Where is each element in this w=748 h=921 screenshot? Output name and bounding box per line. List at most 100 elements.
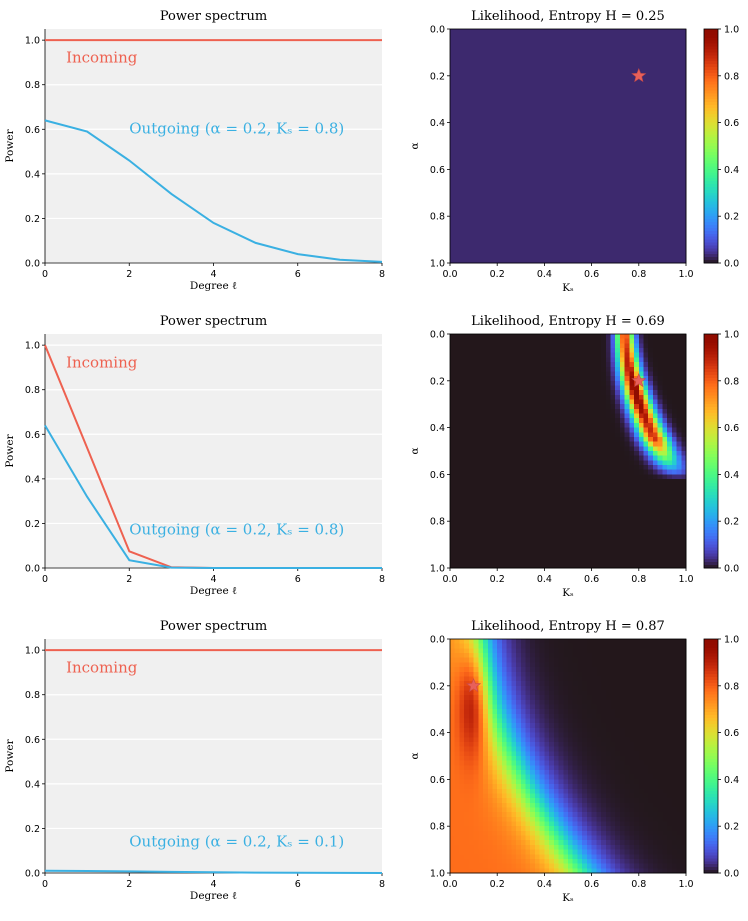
heatmap-cell: [629, 441, 635, 447]
heatmap-cell: [586, 348, 593, 354]
heatmap-cell: [497, 530, 503, 536]
heatmap-cell: [638, 230, 645, 236]
heatmap-cell: [553, 150, 560, 156]
heatmap-cell: [558, 539, 564, 546]
heatmap-cell: [483, 146, 489, 152]
heatmap-cell: [619, 71, 626, 77]
heatmap-cell: [619, 408, 626, 415]
heatmap-cell: [459, 436, 465, 443]
heatmap-cell: [643, 108, 649, 114]
heatmap-cell: [586, 366, 593, 373]
heatmap-cell: [643, 183, 649, 189]
heatmap-cell: [520, 66, 527, 72]
heatmap-cell: [506, 451, 512, 457]
heatmap-cell: [676, 43, 682, 49]
heatmap-cell: [553, 413, 560, 419]
heatmap-cell: [473, 390, 479, 396]
heatmap-cell: [487, 188, 494, 194]
heatmap-cell: [582, 89, 588, 96]
heatmap-cell: [615, 61, 621, 68]
colorbar-segment: [704, 181, 718, 185]
heatmap-cell: [520, 362, 527, 368]
heatmap-cell: [601, 71, 607, 77]
heatmap-cell: [501, 71, 508, 77]
heatmap-cell: [539, 441, 545, 447]
heatmap-cell: [676, 418, 682, 424]
heatmap-cell: [657, 183, 663, 189]
heatmap-cell: [525, 47, 531, 53]
heatmap-cell: [478, 52, 484, 58]
heatmap-cell: [525, 525, 531, 532]
heatmap-cell: [497, 465, 503, 471]
heatmap-cell: [487, 497, 494, 504]
heatmap-cell: [634, 248, 640, 255]
heatmap-cell: [483, 497, 489, 504]
heatmap-cell: [553, 47, 560, 53]
heatmap-cell: [657, 502, 663, 508]
heatmap-cell: [601, 539, 607, 546]
heatmap-cell: [676, 483, 682, 490]
heatmap-cell: [473, 146, 479, 152]
heatmap-cell: [459, 99, 465, 105]
heatmap-cell: [615, 164, 621, 170]
heatmap-cell: [511, 47, 517, 53]
heatmap-cell: [577, 390, 583, 396]
colorbar-segment: [704, 198, 718, 203]
heatmap-cell: [520, 413, 527, 419]
heatmap-cell: [605, 422, 612, 429]
heatmap-cell: [577, 516, 583, 522]
heatmap-cell: [676, 192, 682, 199]
heatmap-cell: [492, 352, 498, 358]
heatmap-cell: [605, 234, 612, 241]
heatmap-cell: [563, 99, 569, 105]
heatmap-cell: [681, 244, 687, 250]
heatmap-cell: [553, 380, 560, 387]
heatmap-cell: [530, 202, 536, 208]
heatmap-cell: [582, 127, 588, 133]
heatmap-cell: [643, 376, 649, 382]
heatmap-cell: [534, 371, 541, 377]
heatmap-cell: [586, 94, 593, 100]
heatmap-cell: [459, 94, 465, 100]
heatmap-cell: [610, 192, 616, 199]
heatmap-cell: [648, 33, 654, 39]
heatmap-cell: [591, 404, 597, 410]
heatmap-cell: [643, 150, 649, 156]
heatmap-cell: [511, 544, 517, 550]
heatmap-cell: [450, 197, 456, 203]
heatmap-cell: [492, 239, 498, 245]
heatmap-cell: [516, 52, 522, 58]
heatmap-cell: [667, 117, 673, 124]
heatmap-cell: [676, 422, 682, 429]
heatmap-cell: [530, 122, 536, 128]
heatmap-cell: [572, 502, 579, 508]
heatmap-cell: [671, 122, 678, 128]
heatmap-cell: [454, 390, 461, 396]
heatmap-cell: [450, 141, 456, 147]
heatmap-cell: [497, 244, 503, 250]
heatmap-cell: [662, 348, 668, 354]
heatmap-cell: [648, 362, 654, 368]
heatmap-cell: [478, 408, 484, 415]
heatmap-cell: [629, 338, 635, 344]
heatmap-cell: [619, 338, 626, 344]
heatmap-cell: [605, 230, 612, 236]
heatmap-cell: [615, 160, 621, 166]
heatmap-cell: [662, 469, 668, 475]
heatmap-cell: [520, 178, 527, 185]
heatmap-cell: [520, 206, 527, 213]
heatmap-cell: [572, 141, 579, 147]
heatmap-cell: [610, 61, 616, 68]
heatmap-cell: [681, 239, 687, 245]
x-tick-label: 0.4: [537, 269, 552, 280]
heatmap-cell: [615, 122, 621, 128]
heatmap-cell: [657, 33, 663, 39]
heatmap-cell: [511, 455, 517, 461]
heatmap-cell: [591, 334, 597, 340]
heatmap-cell: [601, 413, 607, 419]
colorbar-segment: [704, 90, 718, 94]
heatmap-cell: [492, 89, 498, 96]
heatmap-cell: [544, 52, 550, 58]
heatmap-cell: [478, 460, 484, 466]
heatmap-cell: [629, 418, 635, 424]
